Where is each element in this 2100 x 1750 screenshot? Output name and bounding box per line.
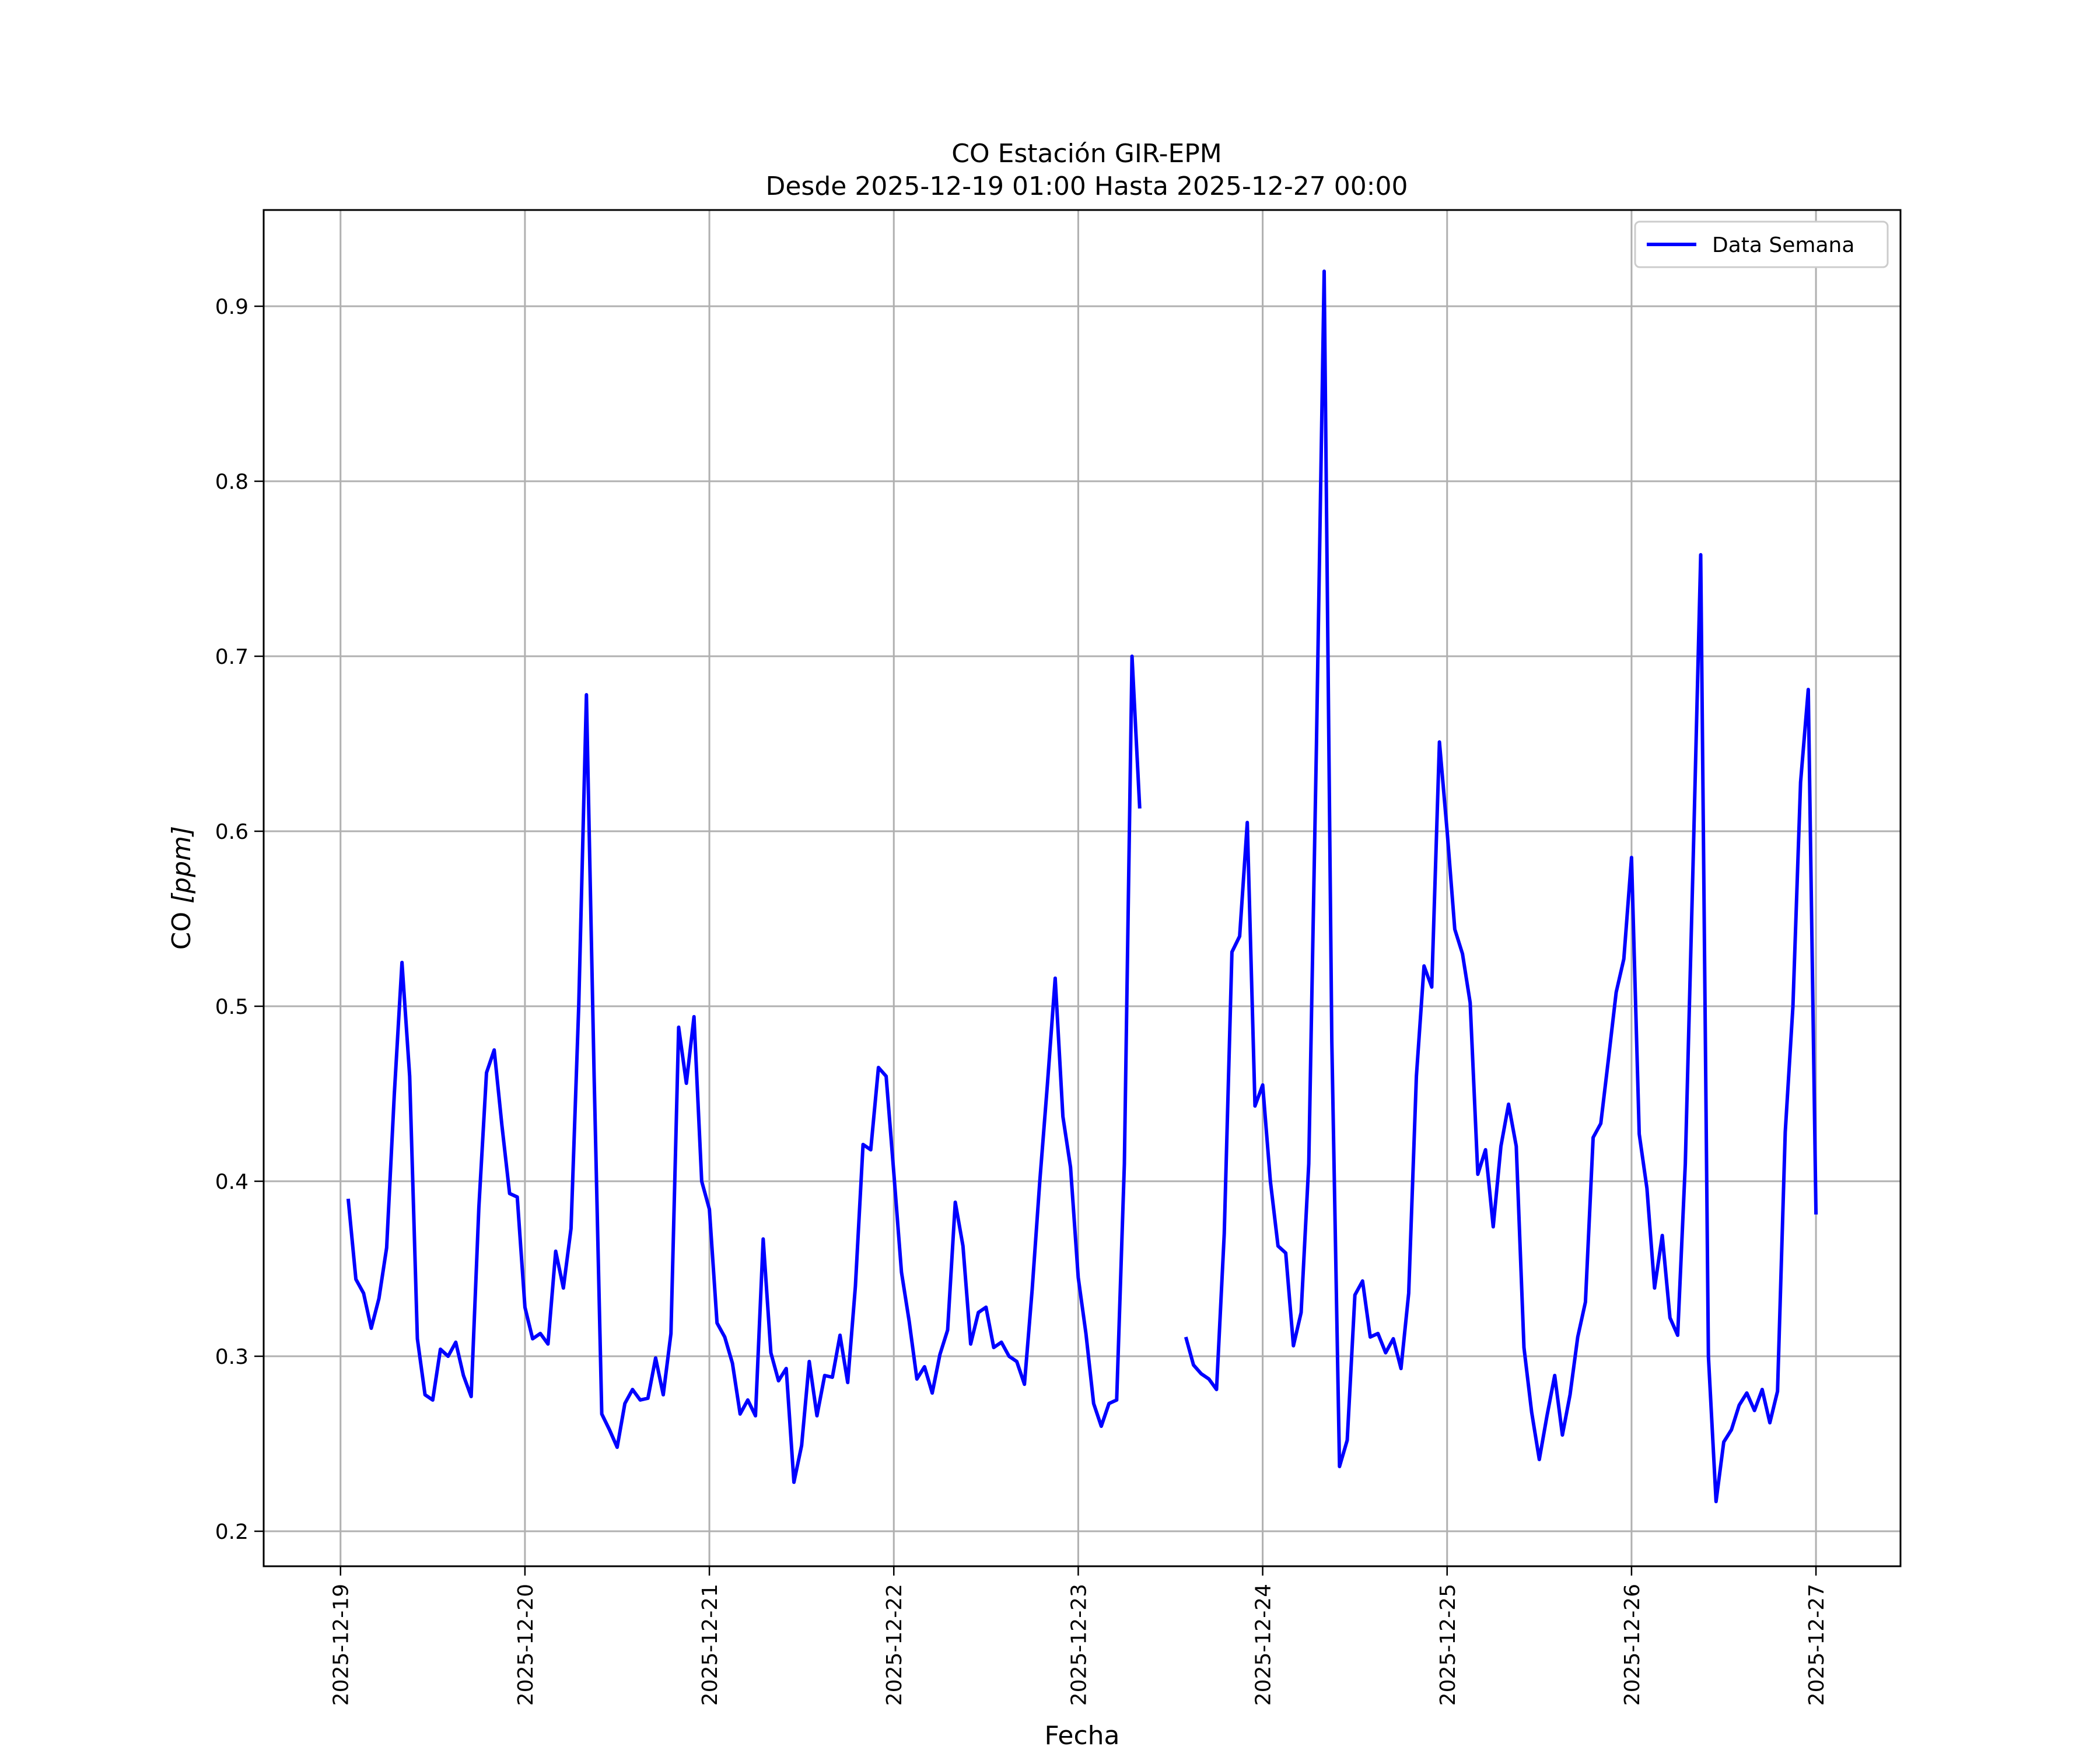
- series-line-data-semana: [1184, 270, 1818, 1503]
- legend: Data Semana: [1634, 220, 1889, 268]
- y-tick-label: 0.8: [215, 470, 249, 494]
- series-line-data-semana: [346, 654, 1142, 1484]
- y-axis-label-main: CO: [167, 904, 197, 950]
- legend-label: Data Semana: [1712, 233, 1854, 257]
- x-tick-label: 2025-12-19: [330, 1584, 354, 1706]
- y-tick-label: 0.3: [215, 1345, 249, 1369]
- y-tick-label: 0.9: [215, 295, 249, 319]
- x-axis-label: Fecha: [1044, 1721, 1119, 1750]
- x-tick-label: 2025-12-27: [1805, 1584, 1829, 1706]
- x-tick-label: 2025-12-22: [883, 1584, 907, 1706]
- y-axis-label: CO [ppm]: [167, 826, 197, 950]
- x-tick-label: 2025-12-23: [1067, 1584, 1091, 1706]
- y-tick-label: 0.2: [215, 1520, 249, 1544]
- x-tick-label: 2025-12-21: [698, 1584, 722, 1706]
- y-tick-label: 0.4: [215, 1170, 249, 1194]
- legend-box: [1634, 220, 1889, 268]
- y-tick-label: 0.5: [215, 995, 249, 1019]
- x-tick-label: 2025-12-26: [1620, 1584, 1644, 1706]
- y-tick-label: 0.6: [215, 820, 249, 844]
- chart-title: CO Estación GIR-EPM: [951, 139, 1222, 169]
- y-axis: 0.2 0.3 0.4 0.5 0.6 0.7 0.8 0.9: [215, 295, 264, 1544]
- x-tick-label: 2025-12-25: [1436, 1584, 1460, 1706]
- x-tick-label: 2025-12-20: [514, 1584, 538, 1706]
- plot-area: [346, 270, 1818, 1503]
- chart-subtitle: Desde 2025-12-19 01:00 Hasta 2025-12-27 …: [765, 172, 1408, 201]
- plot-frame: [262, 209, 1902, 1567]
- y-tick-label: 0.7: [215, 645, 249, 669]
- grid: [264, 210, 1901, 1566]
- y-axis-label-unit: [ppm]: [167, 826, 197, 904]
- x-tick-label: 2025-12-24: [1252, 1584, 1276, 1706]
- x-axis: 2025-12-19 2025-12-20 2025-12-21 2025-12-22…: [330, 1566, 1829, 1706]
